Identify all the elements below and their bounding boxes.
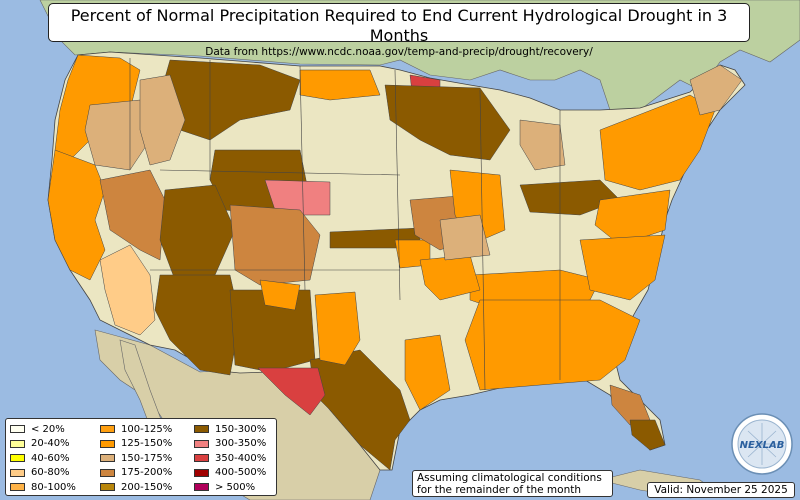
drought-regions	[47, 54, 743, 471]
legend-label: 100-125%	[121, 423, 173, 435]
nexlab-logo: NEXLAB	[731, 413, 793, 475]
legend-item: 300-350%	[194, 437, 266, 452]
region-missouri-tan	[439, 214, 491, 261]
legend-item: 40-60%	[10, 451, 76, 466]
valid-date: Valid: November 25 2025	[647, 482, 795, 498]
legend-swatch	[194, 439, 209, 448]
region-california-orange	[47, 149, 106, 281]
legend-swatch	[100, 439, 115, 448]
legend-item: > 500%	[194, 480, 266, 495]
legend-item: 150-175%	[100, 451, 172, 466]
legend-item: < 20%	[10, 422, 76, 437]
logo-text: NEXLAB	[740, 440, 785, 451]
assumption-note: Assuming climatological conditions for t…	[412, 470, 613, 497]
legend-item: 175-200%	[100, 466, 172, 481]
legend-label: 150-175%	[121, 452, 173, 464]
legend-label: < 20%	[31, 423, 65, 435]
legend-column-2: 100-125% 125-150% 150-175% 175-200% 200-…	[100, 422, 172, 495]
assumption-note-line2: for the remainder of the month	[417, 484, 582, 496]
region-carolinas-orange	[579, 234, 666, 301]
region-wyoming-pink	[264, 179, 331, 216]
region-california-light	[99, 244, 156, 336]
legend-label: 40-60%	[31, 452, 70, 464]
legend-label: 400-500%	[215, 467, 267, 479]
legend-label: 200-150%	[121, 481, 173, 493]
map-title: Percent of Normal Precipitation Required…	[70, 6, 728, 45]
region-ndakota-orange	[299, 69, 381, 101]
legend-swatch	[100, 454, 115, 463]
legend-label: 20-40%	[31, 438, 70, 450]
legend-swatch	[10, 454, 25, 463]
legend-swatch	[10, 439, 25, 448]
legend-item: 20-40%	[10, 437, 76, 452]
legend-item: 60-80%	[10, 466, 76, 481]
state-borders	[129, 58, 561, 391]
region-northeast-orange	[599, 94, 716, 191]
region-newmexico-orange	[259, 279, 301, 311]
legend-label: 175-200%	[121, 467, 173, 479]
region-texas-orange	[314, 291, 361, 366]
legend-swatch	[100, 483, 115, 492]
legend-swatch	[10, 468, 25, 477]
region-arizona-brown	[154, 274, 241, 376]
legend-swatch	[194, 483, 209, 492]
region-southeast-orange	[464, 299, 641, 391]
map-subtitle: Data from https://www.ncdc.noaa.gov/temp…	[205, 46, 593, 58]
legend-swatch	[194, 468, 209, 477]
legend-item: 80-100%	[10, 480, 76, 495]
region-nevada-brown	[99, 169, 166, 261]
legend-swatch	[10, 425, 25, 434]
legend: < 20% 20-40% 40-60% 60-80% 80-100% 100-1…	[5, 418, 277, 496]
region-upper-midwest-brown	[384, 84, 511, 161]
legend-column-1: < 20% 20-40% 40-60% 60-80% 80-100%	[10, 422, 76, 495]
region-florida-dark	[629, 419, 666, 451]
legend-label: 300-350%	[215, 438, 267, 450]
legend-item: 350-400%	[194, 451, 266, 466]
region-new-england-tan	[689, 64, 743, 116]
legend-swatch	[194, 425, 209, 434]
legend-swatch	[194, 454, 209, 463]
title-box: Percent of Normal Precipitation Required…	[48, 3, 750, 58]
region-michigan-tan	[519, 119, 566, 171]
legend-swatch	[100, 425, 115, 434]
region-louisiana-orange	[404, 334, 451, 411]
legend-label: 80-100%	[31, 481, 76, 493]
legend-label: 150-300%	[215, 423, 267, 435]
legend-label: 125-150%	[121, 438, 173, 450]
legend-item: 100-125%	[100, 422, 172, 437]
region-texas-brown	[309, 349, 411, 471]
legend-item: 125-150%	[100, 437, 172, 452]
legend-label: 60-80%	[31, 467, 70, 479]
legend-item: 150-300%	[194, 422, 266, 437]
legend-item: 400-500%	[194, 466, 266, 481]
legend-swatch	[100, 468, 115, 477]
legend-label: 350-400%	[215, 452, 267, 464]
legend-item: 200-150%	[100, 480, 172, 495]
legend-swatch	[10, 483, 25, 492]
region-idaho-tan	[139, 74, 186, 166]
legend-label: > 500%	[215, 481, 256, 493]
legend-column-3: 150-300% 300-350% 350-400% 400-500% > 50…	[194, 422, 266, 495]
region-texas-red	[257, 367, 326, 416]
assumption-note-line1: Assuming climatological conditions	[417, 472, 602, 484]
